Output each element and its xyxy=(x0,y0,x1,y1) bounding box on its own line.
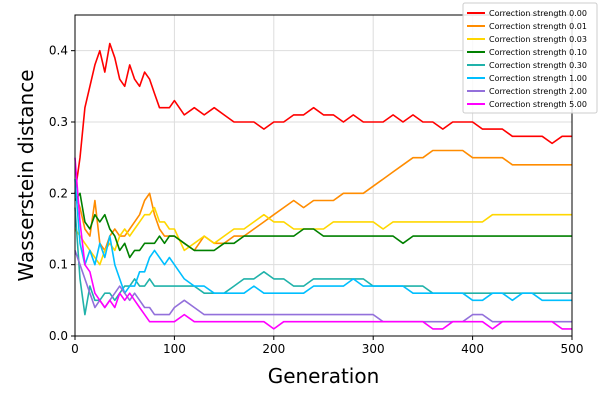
legend-label: Correction strength 0.30 xyxy=(489,61,587,70)
series-line-4 xyxy=(74,207,572,316)
legend-label: Correction strength 0.01 xyxy=(489,22,587,31)
legend-label: Correction strength 1.00 xyxy=(489,74,587,83)
x-tick-label: 500 xyxy=(561,342,584,356)
y-tick-label: 0.4 xyxy=(49,44,68,58)
series-line-3 xyxy=(74,192,572,259)
series-line-2 xyxy=(74,206,572,266)
x-axis-title: Generation xyxy=(268,364,380,388)
series-lines xyxy=(74,42,572,330)
legend-label: Correction strength 0.03 xyxy=(489,35,587,44)
y-axis-ticks: 0.0 0.1 0.2 0.3 0.4 xyxy=(49,44,75,343)
x-tick-label: 0 xyxy=(71,342,79,356)
y-tick-label: 0.2 xyxy=(49,186,68,200)
y-axis-title: Wasserstein distance xyxy=(14,69,38,281)
legend-label: Correction strength 5.00 xyxy=(489,100,587,109)
x-axis-ticks: 0 100 200 300 400 500 xyxy=(71,336,583,356)
series-line-7 xyxy=(74,157,572,330)
x-tick-label: 200 xyxy=(262,342,285,356)
series-line-1 xyxy=(74,149,572,252)
series-line-0 xyxy=(74,42,572,194)
plot-frame xyxy=(74,14,573,337)
legend-label: Correction strength 0.10 xyxy=(489,48,587,57)
legend: Correction strength 0.00 Correction stren… xyxy=(462,2,598,114)
series-line-5 xyxy=(74,179,572,302)
y-tick-label: 0.3 xyxy=(49,115,68,129)
legend-label: Correction strength 2.00 xyxy=(489,87,587,96)
legend-box xyxy=(462,2,598,114)
x-tick-label: 100 xyxy=(163,342,186,356)
legend-label: Correction strength 0.00 xyxy=(489,9,587,18)
x-tick-label: 400 xyxy=(461,342,484,356)
series-line-6 xyxy=(74,250,572,323)
y-tick-label: 0.0 xyxy=(49,329,68,343)
x-tick-label: 300 xyxy=(362,342,385,356)
y-tick-label: 0.1 xyxy=(49,258,68,272)
